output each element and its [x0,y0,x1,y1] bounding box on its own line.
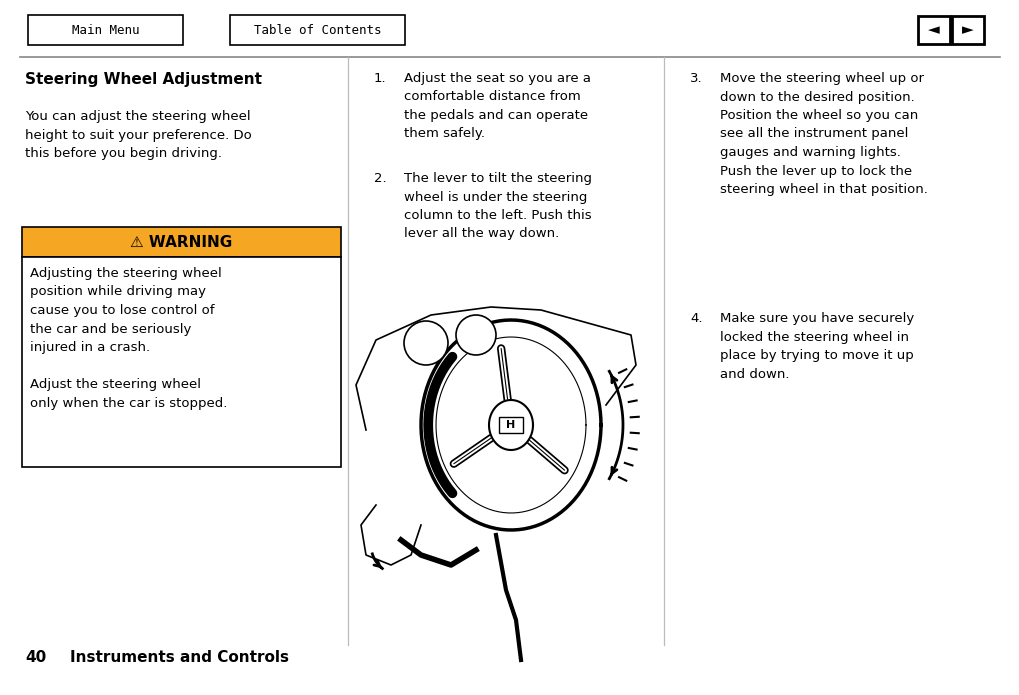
Bar [22,257,340,467]
Text: ►: ► [961,22,973,38]
Text: The lever to tilt the steering
wheel is under the steering
column to the left. P: The lever to tilt the steering wheel is … [404,172,591,240]
Text: Make sure you have securely
locked the steering wheel in
place by trying to move: Make sure you have securely locked the s… [719,312,913,380]
Bar [498,417,523,433]
Circle shape [455,315,495,355]
Text: 4.: 4. [689,312,702,325]
Bar [951,16,983,44]
Text: Move the steering wheel up or
down to the desired position.
Position the wheel s: Move the steering wheel up or down to th… [719,72,927,196]
Bar [917,16,949,44]
Bar [22,227,340,257]
Text: 3.: 3. [689,72,702,85]
Text: Main Menu: Main Menu [71,24,140,37]
Text: 1.: 1. [374,72,386,85]
Circle shape [404,321,447,365]
Polygon shape [488,400,533,450]
Text: ◄: ◄ [927,22,938,38]
Text: ⚠ WARNING: ⚠ WARNING [130,234,232,250]
Bar [28,15,182,45]
Text: Instruments and Controls: Instruments and Controls [70,650,288,665]
Text: Adjust the seat so you are a
comfortable distance from
the pedals and can operat: Adjust the seat so you are a comfortable… [404,72,590,140]
Text: You can adjust the steering wheel
height to suit your preference. Do
this before: You can adjust the steering wheel height… [25,110,252,160]
Text: H: H [505,420,516,430]
Bar [229,15,405,45]
Text: Adjusting the steering wheel
position while driving may
cause you to lose contro: Adjusting the steering wheel position wh… [30,267,227,409]
Text: Steering Wheel Adjustment: Steering Wheel Adjustment [25,72,262,87]
Text: Table of Contents: Table of Contents [254,24,381,37]
Text: 40: 40 [25,650,46,665]
Text: 2.: 2. [374,172,386,185]
